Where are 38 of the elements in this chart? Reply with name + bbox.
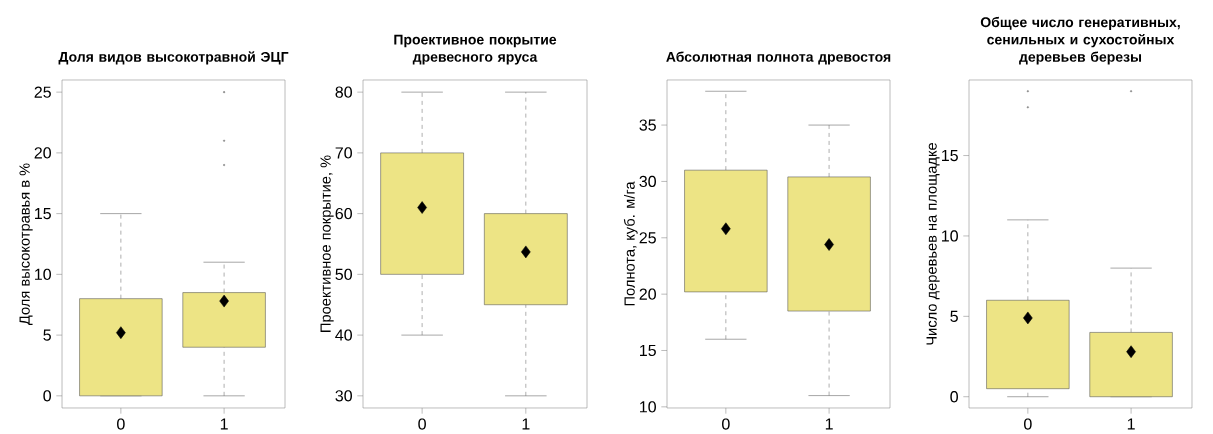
y-tick-label: 40 <box>335 329 352 341</box>
y-tick-label: 15 <box>640 344 656 356</box>
y-axis-title: Число деревьев на площадке <box>926 142 940 345</box>
y-tick-label: 10 <box>640 401 656 413</box>
y-tick-label: 25 <box>639 232 656 244</box>
x-tick-label: 0 <box>418 418 426 430</box>
x-tick-label: 0 <box>1024 418 1032 430</box>
x-tick-label: 1 <box>220 418 228 430</box>
y-tick-label: 0 <box>43 390 51 402</box>
y-tick-label: 15 <box>35 207 51 220</box>
chart-title: Абсолютная полнота древостоя <box>666 51 891 65</box>
y-tick-label: 30 <box>335 390 352 402</box>
chart-title: Общее число генеративных, сенильных и сухостойных деревьев березы <box>980 16 1180 65</box>
x-tick-label: 1 <box>522 418 530 430</box>
chart-title: Доля видов высокотравной ЭЦГ <box>58 51 289 65</box>
y-tick-label: 5 <box>43 329 51 341</box>
y-tick-label: 30 <box>639 175 656 187</box>
y-tick-label: 25 <box>34 86 51 98</box>
y-tick-label: 35 <box>639 119 656 131</box>
x-tick-label: 1 <box>825 418 833 430</box>
y-tick-label: 5 <box>950 310 958 322</box>
y-tick-label: 15 <box>942 149 958 162</box>
x-tick-label: 0 <box>722 418 730 430</box>
y-axis-title: Полнота, куб. м/га <box>623 181 638 306</box>
y-tick-label: 50 <box>335 268 352 280</box>
x-tick-label: 0 <box>117 418 125 430</box>
y-axis-title: Проективное покрытие, % <box>320 155 334 332</box>
y-tick-label: 20 <box>34 147 51 159</box>
y-tick-label: 20 <box>639 288 656 300</box>
y-tick-label: 0 <box>950 390 958 403</box>
y-tick-label: 70 <box>335 147 352 159</box>
x-tick-label: 1 <box>1127 418 1135 430</box>
y-tick-label: 10 <box>942 230 958 242</box>
y-axis-title: Доля высокотравья в % <box>19 163 33 325</box>
y-tick-label: 10 <box>35 268 51 280</box>
y-tick-label: 80 <box>335 86 352 98</box>
y-tick-label: 60 <box>335 207 352 220</box>
chart-title: Проективное покрытие древесного яруса <box>394 34 557 65</box>
